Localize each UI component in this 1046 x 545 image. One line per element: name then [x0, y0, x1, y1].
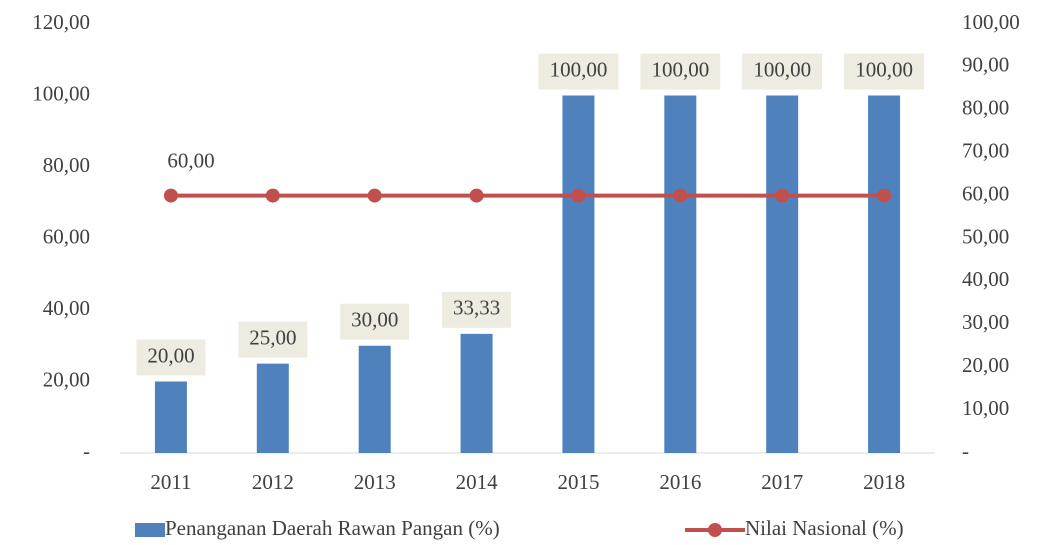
x-tick-label: 2016: [659, 470, 701, 494]
x-tick-label: 2015: [557, 470, 599, 494]
bar: [154, 381, 187, 453]
x-tick-label: 2018: [863, 470, 905, 494]
y2-tick-label: 90,00: [962, 53, 1009, 77]
x-tick-label: 2017: [761, 470, 803, 494]
y-tick-label: 20,00: [43, 367, 90, 391]
line-marker: [163, 188, 178, 203]
data-label: 25,00: [249, 325, 296, 349]
bar: [664, 95, 697, 453]
line-marker: [571, 188, 586, 203]
y2-tick-label: 30,00: [962, 310, 1009, 334]
line-marker: [877, 188, 892, 203]
y-tick-label: -: [83, 439, 90, 463]
data-label: 100,00: [753, 57, 811, 81]
bar: [766, 95, 799, 453]
y2-tick-label: -: [962, 439, 969, 463]
line-marker: [469, 188, 484, 203]
data-label-bg: [136, 339, 206, 376]
x-tick-label: 2012: [252, 470, 294, 494]
x-tick-label: 2014: [456, 470, 499, 494]
legend-swatch: [708, 523, 722, 537]
bar: [358, 345, 391, 453]
y2-tick-label: 100,00: [962, 10, 1020, 34]
y-tick-label: 100,00: [32, 81, 90, 105]
bar: [868, 95, 901, 453]
line-marker: [673, 188, 688, 203]
line-marker: [265, 188, 280, 203]
data-label: 100,00: [855, 57, 913, 81]
y2-tick-label: 40,00: [962, 267, 1009, 291]
y2-tick-label: 10,00: [962, 396, 1009, 420]
data-label: 100,00: [550, 57, 608, 81]
y-tick-label: 80,00: [43, 153, 90, 177]
y2-tick-label: 20,00: [962, 353, 1009, 377]
x-tick-label: 2011: [150, 470, 191, 494]
y2-tick-label: 70,00: [962, 139, 1009, 163]
line-marker: [367, 188, 382, 203]
y-tick-label: 120,00: [32, 10, 90, 34]
x-tick-label: 2013: [354, 470, 396, 494]
y2-tick-label: 50,00: [962, 224, 1009, 248]
data-label: 33,33: [453, 296, 500, 320]
legend-label: Nilai Nasional (%): [745, 516, 904, 540]
data-label-bg: [844, 53, 925, 90]
bar: [562, 95, 595, 453]
data-label: 100,00: [651, 57, 709, 81]
data-label-bg: [238, 321, 308, 358]
bar: [460, 333, 493, 453]
y2-tick-label: 80,00: [962, 96, 1009, 120]
data-label-bg: [538, 53, 619, 90]
legend-swatch: [135, 523, 165, 537]
data-label-bg: [640, 53, 721, 90]
data-label: 20,00: [147, 343, 194, 367]
legend-label: Penanganan Daerah Rawan Pangan (%): [165, 516, 500, 540]
bar: [256, 363, 289, 453]
data-label: 60,00: [167, 148, 214, 172]
data-label-bg: [742, 53, 823, 90]
data-label: 30,00: [351, 308, 398, 332]
y-tick-label: 60,00: [43, 224, 90, 248]
y2-tick-label: 60,00: [962, 181, 1009, 205]
data-label-bg: [442, 291, 512, 328]
line-marker: [775, 188, 790, 203]
data-label-bg: [340, 303, 410, 340]
y-tick-label: 40,00: [43, 296, 90, 320]
